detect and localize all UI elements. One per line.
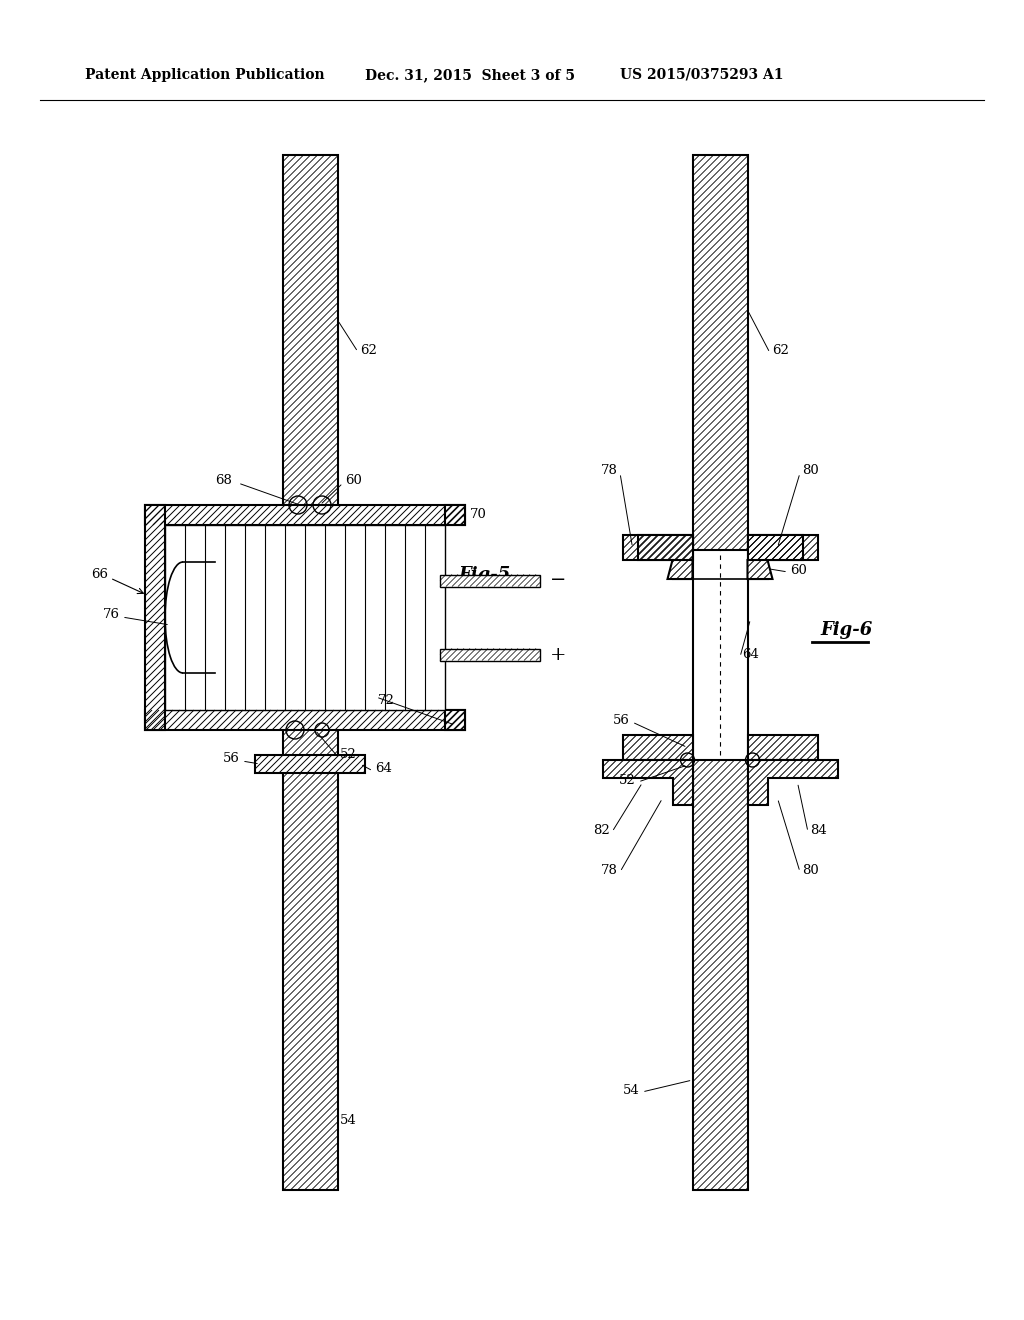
Text: 76: 76 [103, 609, 120, 622]
Bar [748, 735, 817, 760]
Text: 56: 56 [223, 752, 240, 766]
Bar [145, 506, 465, 525]
Text: 54: 54 [340, 1114, 356, 1126]
Text: 56: 56 [613, 714, 630, 726]
PathPatch shape [748, 760, 838, 805]
Text: 84: 84 [810, 824, 826, 837]
Text: 70: 70 [470, 508, 486, 521]
Text: 78: 78 [601, 463, 618, 477]
PathPatch shape [602, 760, 692, 805]
Bar [165, 525, 445, 710]
Text: 60: 60 [790, 564, 807, 577]
Bar [283, 715, 338, 1191]
Text: 72: 72 [378, 693, 395, 706]
Text: 80: 80 [802, 863, 819, 876]
Bar [692, 760, 748, 1191]
Bar [440, 648, 540, 660]
Bar [145, 506, 165, 730]
Bar [255, 755, 365, 774]
Text: 68: 68 [215, 474, 232, 487]
Text: US 2015/0375293 A1: US 2015/0375293 A1 [620, 69, 783, 82]
Text: Patent Application Publication: Patent Application Publication [85, 69, 325, 82]
Text: 66: 66 [91, 569, 108, 582]
Bar [145, 710, 465, 730]
Text: 80: 80 [802, 463, 819, 477]
Text: −: − [550, 572, 566, 590]
Text: 78: 78 [601, 863, 618, 876]
Bar [445, 506, 465, 525]
Bar [748, 535, 817, 560]
Text: Fig-5: Fig-5 [458, 566, 510, 583]
Text: 52: 52 [340, 748, 356, 762]
Bar [623, 735, 692, 760]
Text: 54: 54 [624, 1084, 640, 1097]
Bar [692, 154, 748, 550]
Text: 60: 60 [345, 474, 361, 487]
Text: 64: 64 [742, 648, 759, 661]
PathPatch shape [668, 560, 692, 579]
Text: 62: 62 [772, 343, 788, 356]
PathPatch shape [748, 560, 772, 579]
Bar [445, 710, 465, 730]
Bar [283, 154, 338, 535]
PathPatch shape [748, 535, 803, 579]
Text: 52: 52 [620, 774, 636, 787]
Text: 82: 82 [593, 824, 610, 837]
Text: Dec. 31, 2015  Sheet 3 of 5: Dec. 31, 2015 Sheet 3 of 5 [365, 69, 575, 82]
Bar [623, 535, 692, 560]
PathPatch shape [638, 535, 692, 579]
Text: +: + [550, 645, 566, 664]
Bar [440, 574, 540, 586]
Text: Fig-6: Fig-6 [820, 620, 872, 639]
Text: 62: 62 [360, 343, 377, 356]
Text: 64: 64 [375, 763, 392, 776]
